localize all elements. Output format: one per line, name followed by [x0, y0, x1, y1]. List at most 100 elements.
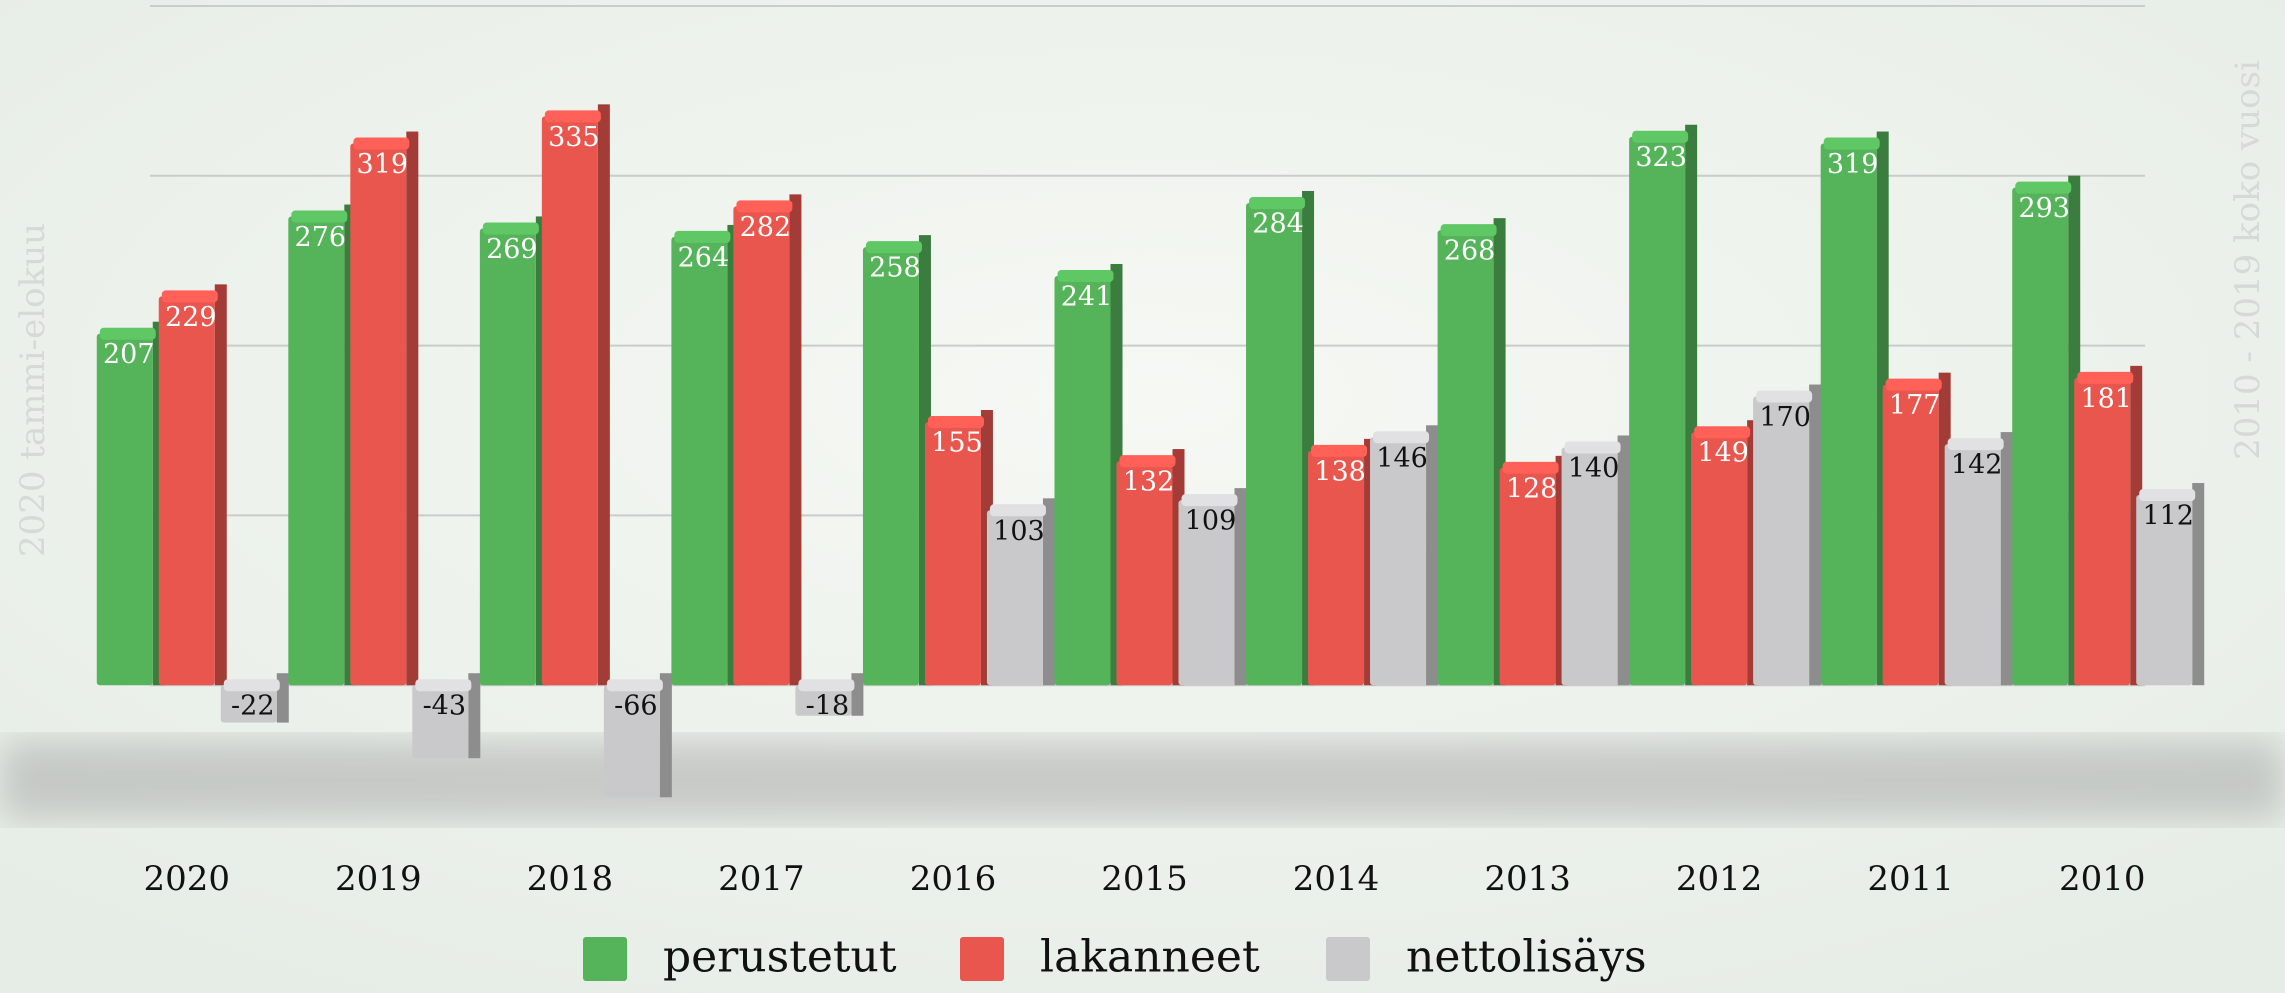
bar-top	[1311, 444, 1368, 457]
x-tick-label: 2012	[1676, 859, 1763, 899]
value-label: 319	[1827, 149, 1879, 180]
bar-top	[674, 230, 731, 243]
legend-swatch	[583, 937, 627, 981]
bar-top	[1373, 431, 1430, 444]
bar	[1054, 275, 1111, 686]
bar	[1437, 230, 1494, 686]
x-tick-label: 2017	[718, 859, 805, 899]
value-label: 335	[548, 122, 600, 153]
value-label: 323	[1635, 142, 1687, 173]
bar-top	[1502, 461, 1559, 474]
right-note: 2010 - 2019 koko vuosi	[2228, 60, 2268, 460]
bar-top	[161, 290, 218, 303]
bar-top	[223, 679, 280, 692]
bar-top	[2139, 489, 2196, 502]
value-label: 264	[678, 242, 730, 273]
bar	[288, 216, 345, 686]
bar-top	[1632, 130, 1689, 143]
bar-side	[276, 673, 289, 723]
value-label: 149	[1697, 438, 1749, 469]
bar-top	[1694, 426, 1751, 439]
bar-top	[544, 110, 601, 123]
bar-top	[606, 679, 663, 692]
bar-top	[798, 679, 855, 692]
value-label: 276	[295, 222, 347, 253]
bar-side	[2000, 432, 2013, 686]
bar-top	[2015, 181, 2072, 194]
bar-top	[1057, 269, 1114, 282]
value-label: 207	[103, 339, 155, 370]
bar-top	[99, 327, 156, 340]
value-label: 132	[1123, 467, 1175, 498]
value-label: 241	[1061, 281, 1113, 312]
x-tick-label: 2019	[335, 859, 422, 899]
bar-side	[851, 673, 864, 716]
bar-side	[1042, 498, 1055, 686]
bar-top	[865, 241, 922, 254]
bar-side	[2192, 483, 2205, 686]
bar-top	[482, 222, 539, 235]
legend-swatch	[960, 937, 1004, 981]
value-label: 269	[486, 234, 538, 265]
x-tick-label: 2020	[144, 859, 231, 899]
bar-side	[406, 131, 419, 686]
bar	[1116, 461, 1173, 686]
bar	[2136, 495, 2193, 686]
bar	[1561, 447, 1618, 686]
bar	[158, 296, 215, 686]
value-label: -43	[423, 691, 466, 722]
value-label: 284	[1252, 208, 1304, 239]
bar-side	[214, 284, 227, 686]
bar	[96, 333, 153, 686]
value-label: 282	[740, 212, 792, 243]
bar	[795, 685, 852, 716]
bar-side	[1809, 384, 1822, 686]
bar	[1753, 396, 1810, 686]
bar-top	[415, 679, 472, 692]
bar	[541, 116, 598, 686]
x-tick-label: 2013	[1484, 859, 1571, 899]
bar-side	[468, 673, 481, 759]
bar	[350, 143, 407, 686]
bar	[862, 247, 919, 686]
bar-top	[927, 416, 984, 429]
bar-top	[1756, 390, 1813, 403]
bar-top	[1564, 441, 1621, 454]
bar-side	[1426, 425, 1439, 686]
bar	[479, 228, 536, 686]
x-tick-label: 2015	[1101, 859, 1188, 899]
bar	[1882, 384, 1939, 686]
bar-top	[1823, 137, 1880, 150]
value-label: 112	[2142, 501, 2194, 532]
bar-top	[353, 137, 410, 150]
bar	[924, 422, 981, 686]
value-label: 319	[357, 149, 409, 180]
bar-side	[789, 194, 802, 686]
bar	[1370, 437, 1427, 686]
bar	[1944, 444, 2001, 686]
x-tick-label: 2011	[1867, 859, 1954, 899]
left-note: 2020 tammi-elokuu	[13, 223, 53, 557]
bar	[220, 685, 277, 723]
bar	[1246, 202, 1303, 686]
value-label: -66	[614, 691, 657, 722]
bar-side	[597, 104, 610, 686]
bar-top	[291, 210, 348, 223]
legend-label: lakanneet	[1040, 932, 1260, 983]
value-label: 142	[1951, 450, 2003, 481]
bar-top	[1440, 224, 1497, 237]
legend-label: perustetut	[663, 932, 897, 983]
bar	[1499, 467, 1556, 686]
x-tick-label: 2016	[910, 859, 997, 899]
value-label: -22	[231, 691, 274, 722]
bar-top	[1885, 378, 1942, 391]
value-label: 138	[1314, 456, 1366, 487]
bar-side	[1617, 435, 1630, 686]
bar	[733, 206, 790, 686]
x-tick-label: 2018	[527, 859, 614, 899]
bar-top	[1249, 196, 1306, 209]
value-label: 258	[869, 253, 921, 284]
value-label: 170	[1759, 402, 1811, 433]
value-label: -18	[806, 691, 849, 722]
